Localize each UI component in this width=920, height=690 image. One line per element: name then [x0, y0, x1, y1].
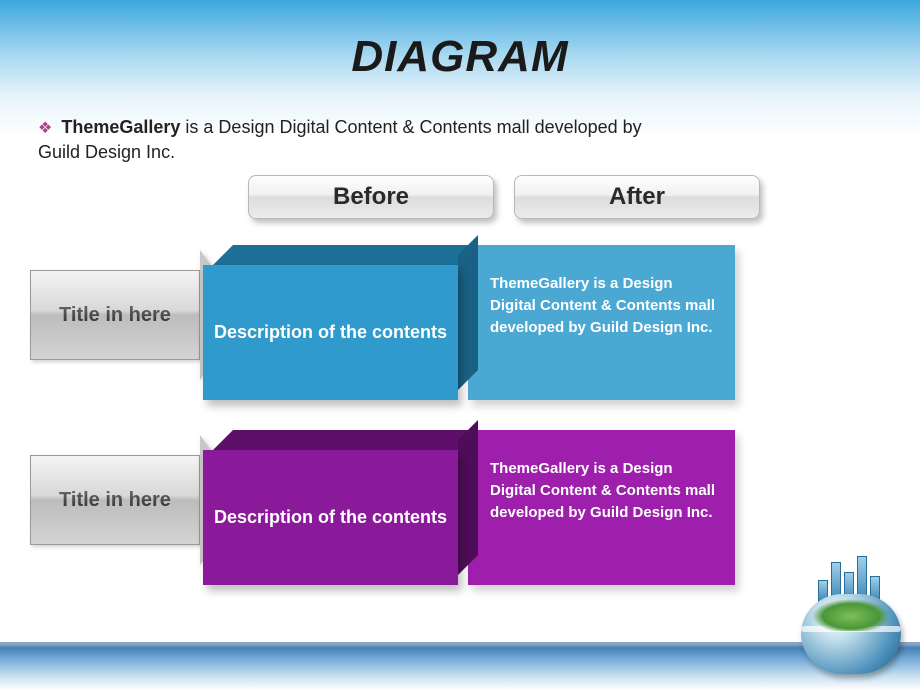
box-1-front-face: Description of the contents	[203, 265, 458, 400]
arrow-2-body: Title in here	[30, 455, 200, 545]
after-header: After	[514, 175, 760, 219]
arrow-1-label: Title in here	[59, 304, 171, 327]
after-panel-2: ThemeGallery is a Design Digital Content…	[468, 430, 735, 585]
box-1-side-face	[458, 235, 478, 390]
slide: DIAGRAM ❖ ThemeGallery is a Design Digit…	[0, 0, 920, 690]
page-title: DIAGRAM	[0, 0, 920, 82]
before-header: Before	[248, 175, 494, 219]
globe-icon	[801, 594, 901, 674]
after-panel-1: ThemeGallery is a Design Digital Content…	[468, 245, 735, 400]
diagram-row-1: Title in here Description of the content…	[30, 245, 790, 400]
box-2-text: Description of the contents	[214, 505, 447, 529]
wave-icon	[801, 626, 901, 632]
box-2-top-face	[213, 430, 478, 450]
box-2-front-face: Description of the contents	[203, 450, 458, 585]
box-2-side-face	[458, 420, 478, 575]
after-2-text: ThemeGallery is a Design Digital Content…	[490, 460, 715, 521]
footer-wave	[0, 642, 920, 690]
subtitle-bold: ThemeGallery	[61, 117, 180, 137]
after-1-text: ThemeGallery is a Design Digital Content…	[490, 275, 715, 336]
box-1-top-face	[213, 245, 478, 265]
column-headers: Before After	[248, 175, 760, 219]
globe-illustration	[796, 556, 906, 676]
subtitle: ❖ ThemeGallery is a Design Digital Conte…	[38, 115, 658, 164]
before-box-1: Description of the contents	[203, 245, 468, 400]
arrow-2-label: Title in here	[59, 489, 171, 512]
diagram-row-2: Title in here Description of the content…	[30, 430, 790, 585]
diamond-bullet-icon: ❖	[38, 120, 52, 137]
arrow-1-body: Title in here	[30, 270, 200, 360]
before-box-2: Description of the contents	[203, 430, 468, 585]
box-1-text: Description of the contents	[214, 320, 447, 344]
